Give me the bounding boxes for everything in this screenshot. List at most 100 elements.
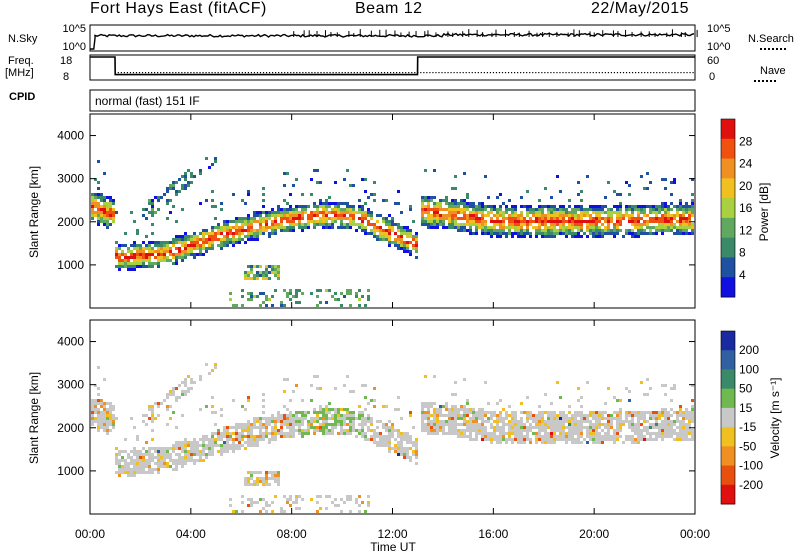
velocity-cell — [202, 444, 205, 447]
power-cell — [616, 217, 619, 220]
power-cell — [661, 214, 664, 217]
power-cell — [658, 217, 661, 220]
power-cell — [358, 289, 361, 292]
power-cell — [520, 211, 523, 214]
velocity-cell — [199, 444, 202, 447]
velocity-cell — [508, 414, 511, 417]
power-cell — [307, 220, 310, 223]
power-cell — [604, 220, 607, 223]
velocity-cell — [469, 420, 472, 423]
velocity-cell — [244, 483, 247, 486]
power-cell — [409, 235, 412, 238]
colorbar-segment — [721, 158, 735, 179]
velocity-cell — [559, 420, 562, 423]
velocity-cell — [460, 423, 463, 426]
velocity-cell — [220, 453, 223, 456]
power-cell — [217, 238, 220, 241]
power-cell — [592, 226, 595, 229]
power-cell — [400, 241, 403, 244]
velocity-cell — [340, 426, 343, 429]
power-cell — [562, 211, 565, 214]
velocity-cell — [190, 450, 193, 453]
power-cell — [166, 190, 169, 193]
power-cell — [517, 223, 520, 226]
power-cell — [265, 223, 268, 226]
power-cell — [367, 298, 370, 301]
colorbar-tick-label: 8 — [739, 246, 746, 260]
power-cell — [262, 229, 265, 232]
nave-dot — [353, 72, 355, 74]
power-cell — [580, 229, 583, 232]
velocity-cell — [616, 429, 619, 432]
power-cell — [346, 202, 349, 205]
velocity-cell — [268, 504, 271, 507]
velocity-cell — [484, 432, 487, 435]
power-cell — [373, 232, 376, 235]
velocity-cell — [391, 429, 394, 432]
power-cell — [424, 199, 427, 202]
velocity-cell — [454, 414, 457, 417]
velocity-cell — [301, 420, 304, 423]
velocity-cell — [496, 435, 499, 438]
colorbar-segment — [721, 138, 735, 160]
velocity-cell — [151, 408, 154, 411]
power-cell — [487, 211, 490, 214]
velocity-cell — [454, 426, 457, 429]
power-cell — [436, 202, 439, 205]
velocity-cell — [370, 438, 373, 441]
velocity-cell — [148, 453, 151, 456]
nave-dot — [586, 72, 588, 74]
power-cell — [517, 214, 520, 217]
velocity-cell — [469, 417, 472, 420]
velocity-cell — [142, 456, 145, 459]
velocity-cell — [259, 420, 262, 423]
power-cell — [100, 196, 103, 199]
power-cell — [592, 235, 595, 238]
velocity-cell — [466, 435, 469, 438]
velocity-cell — [283, 510, 286, 513]
nave-dot — [680, 72, 682, 74]
velocity-cell — [142, 447, 145, 450]
power-cell — [493, 232, 496, 235]
power-cell — [259, 211, 262, 214]
power-cell — [220, 238, 223, 241]
power-cell — [106, 202, 109, 205]
power-cell — [574, 235, 577, 238]
velocity-cell — [241, 501, 244, 504]
power-cell — [457, 205, 460, 208]
velocity-cell — [430, 432, 433, 435]
power-cell — [439, 208, 442, 211]
power-cell — [460, 211, 463, 214]
power-cell — [355, 211, 358, 214]
velocity-cell — [196, 441, 199, 444]
velocity-cell — [247, 441, 250, 444]
power-cell — [613, 226, 616, 229]
power-cell — [187, 250, 190, 253]
power-cell — [241, 199, 244, 202]
nave-dot — [589, 72, 591, 74]
velocity-cell — [382, 444, 385, 447]
velocity-cell — [313, 420, 316, 423]
velocity-cell — [424, 402, 427, 405]
power-cell — [151, 262, 154, 265]
power-cell — [349, 220, 352, 223]
power-cell — [499, 223, 502, 226]
velocity-cell — [559, 414, 562, 417]
velocity-cell — [454, 405, 457, 408]
power-cell — [178, 238, 181, 241]
velocity-cell — [655, 438, 658, 441]
velocity-cell — [205, 444, 208, 447]
velocity-cell — [316, 510, 319, 513]
velocity-cell — [625, 411, 628, 414]
velocity-cell — [277, 429, 280, 432]
velocity-cell — [514, 429, 517, 432]
power-cell — [262, 220, 265, 223]
power-cell — [616, 205, 619, 208]
power-cell — [373, 229, 376, 232]
velocity-cell — [175, 387, 178, 390]
velocity-cell — [109, 414, 112, 417]
velocity-cell — [511, 426, 514, 429]
velocity-cell — [151, 429, 154, 432]
power-cell — [481, 214, 484, 217]
velocity-cell — [97, 408, 100, 411]
